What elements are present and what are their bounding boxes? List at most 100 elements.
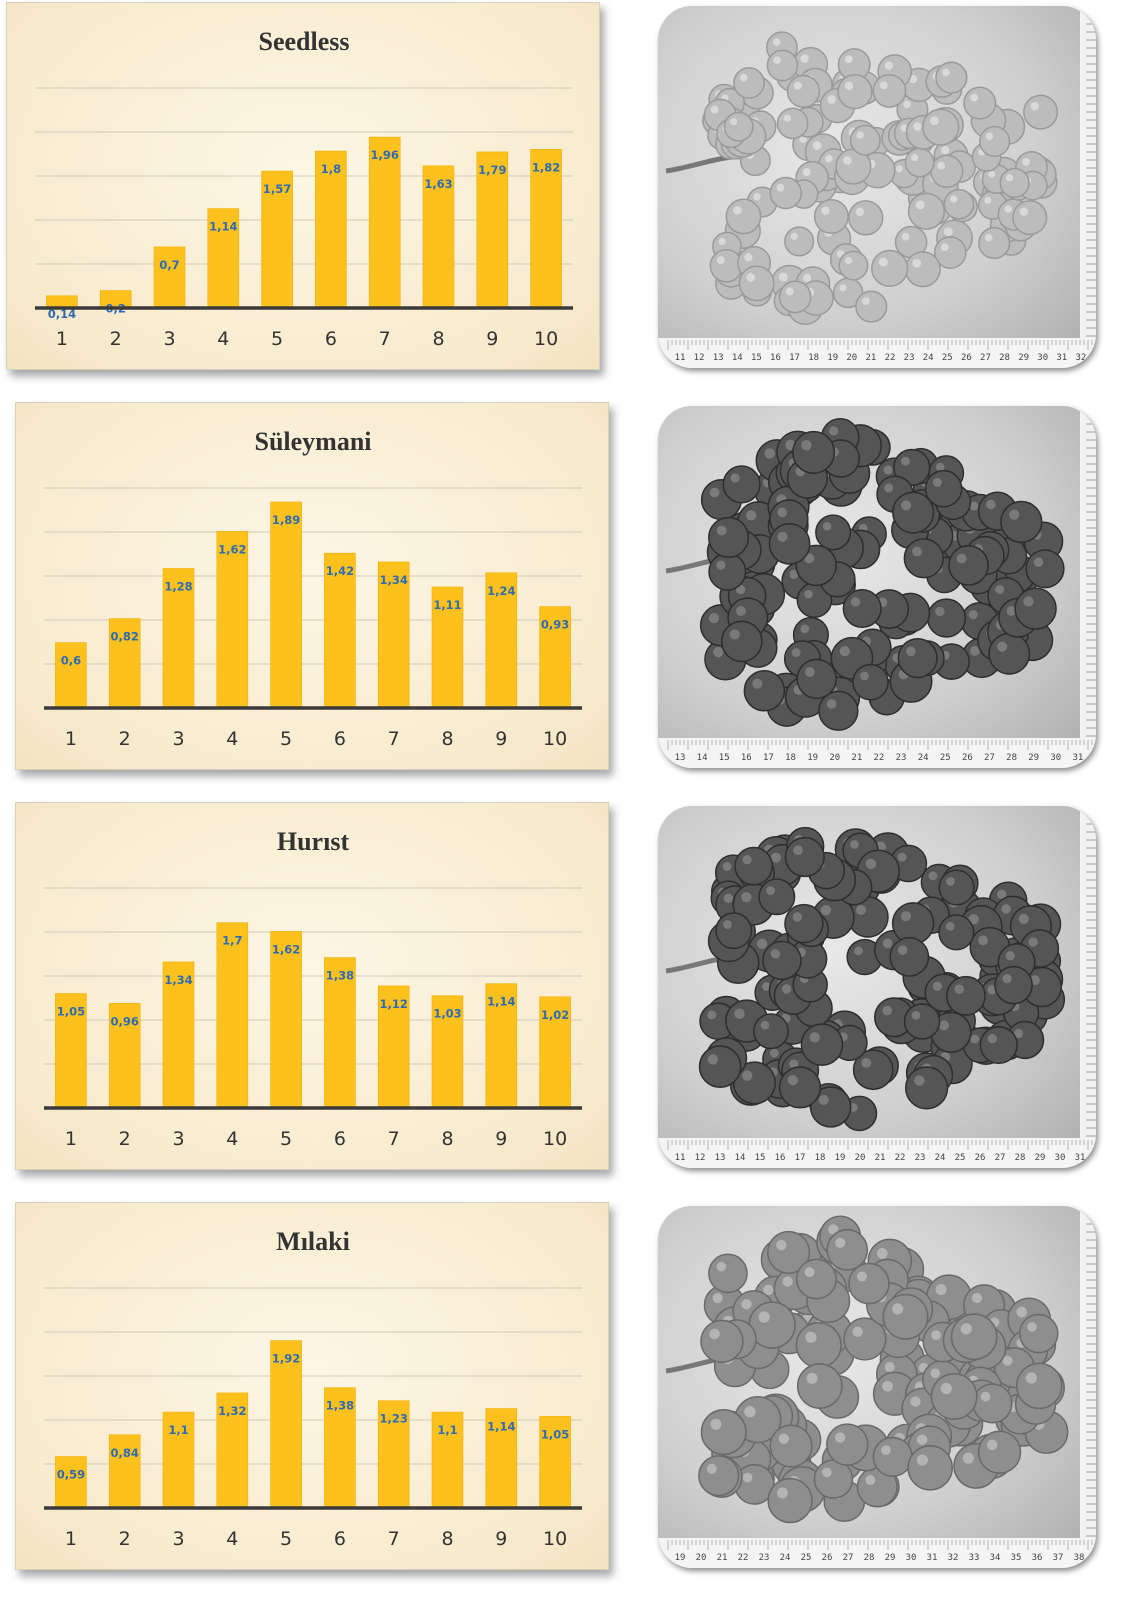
grape-berry bbox=[848, 200, 884, 236]
data-label: 1,62 bbox=[218, 542, 246, 556]
grape-berry bbox=[903, 1003, 941, 1040]
berry-highlight bbox=[709, 1328, 720, 1340]
bar-9 bbox=[485, 1408, 518, 1509]
berry-highlight bbox=[897, 852, 907, 862]
berry-highlight bbox=[801, 439, 812, 451]
berry-highlight bbox=[707, 1010, 717, 1020]
x-tick-label: 2 bbox=[110, 328, 122, 350]
ruler-number: 16 bbox=[741, 753, 752, 763]
berry-highlight bbox=[865, 1475, 876, 1485]
bottom-ruler bbox=[658, 338, 1096, 368]
bar-8 bbox=[431, 586, 464, 709]
berry-highlight bbox=[960, 1323, 972, 1335]
grape-berry bbox=[733, 67, 765, 99]
ruler-number: 23 bbox=[759, 1553, 770, 1563]
x-tick-label: 3 bbox=[172, 728, 184, 750]
berry-highlight bbox=[802, 273, 812, 283]
grape-berry bbox=[768, 523, 811, 565]
berry-highlight bbox=[935, 606, 945, 617]
grape-berry bbox=[700, 1409, 747, 1456]
grape-berry bbox=[796, 1363, 843, 1409]
chart-title: Hurıst bbox=[277, 827, 350, 856]
berry-highlight bbox=[852, 1326, 863, 1337]
grape-cluster bbox=[702, 31, 1059, 326]
berry-highlight bbox=[716, 1261, 727, 1272]
berry-highlight bbox=[839, 645, 850, 657]
grape-berry bbox=[715, 912, 753, 950]
berry-highlight bbox=[970, 1034, 980, 1044]
berry-highlight bbox=[804, 553, 815, 564]
grape-berry bbox=[813, 199, 849, 235]
berry-highlight bbox=[758, 1311, 770, 1323]
x-tick-label: 3 bbox=[172, 1528, 184, 1550]
grape-berry bbox=[948, 544, 989, 586]
berry-highlight bbox=[805, 1331, 817, 1343]
berry-highlight bbox=[707, 1054, 719, 1065]
berry-highlight bbox=[827, 95, 836, 104]
berry-highlight bbox=[882, 938, 893, 949]
berry-highlight bbox=[800, 54, 809, 63]
berry-highlight bbox=[722, 862, 732, 871]
berry-highlight bbox=[1006, 606, 1017, 616]
bar-7 bbox=[377, 985, 410, 1109]
berry-highlight bbox=[723, 893, 734, 904]
berry-highlight bbox=[778, 1433, 789, 1444]
grape-berry bbox=[784, 836, 825, 878]
berry-highlight bbox=[1006, 174, 1014, 182]
bar-1 bbox=[55, 642, 87, 709]
berry-highlight bbox=[911, 1010, 921, 1020]
data-label: 1,92 bbox=[272, 1352, 300, 1366]
ruler-number: 11 bbox=[675, 353, 686, 363]
bottom-ruler bbox=[658, 1138, 1096, 1168]
berry-highlight bbox=[741, 892, 752, 903]
berry-highlight bbox=[969, 501, 979, 511]
ruler-number: 26 bbox=[975, 1153, 986, 1163]
berry-highlight bbox=[825, 154, 833, 163]
data-label: 1,7 bbox=[222, 934, 242, 948]
grape-berry bbox=[720, 620, 763, 663]
grape-berry bbox=[1014, 587, 1057, 630]
ruler-number: 27 bbox=[995, 1153, 1006, 1163]
grape-cluster bbox=[698, 1215, 1069, 1524]
data-label: 1,32 bbox=[218, 1404, 246, 1418]
berry-highlight bbox=[912, 546, 922, 557]
ruler-number: 20 bbox=[855, 1153, 866, 1163]
grape-berry bbox=[766, 49, 799, 82]
grape-berry bbox=[795, 1258, 837, 1300]
ruler-number: 27 bbox=[843, 1553, 854, 1563]
berry-highlight bbox=[791, 648, 801, 658]
grape-illustration: 11 12 13 14 15 16 17 18 19 20 21 22 23 24 25 26 27 28 29 30… bbox=[658, 6, 1096, 368]
grape-berry bbox=[903, 538, 944, 579]
berry-highlight bbox=[906, 646, 916, 657]
berry-highlight bbox=[986, 1439, 998, 1451]
bar-2 bbox=[108, 1003, 141, 1109]
berry-highlight bbox=[900, 911, 912, 922]
berry-highlight bbox=[881, 1445, 891, 1455]
berry-highlight bbox=[916, 1434, 928, 1445]
berry-highlight bbox=[892, 1303, 904, 1315]
grape-berry bbox=[800, 1023, 844, 1066]
berry-highlight bbox=[835, 1237, 846, 1248]
data-label: 1,38 bbox=[326, 969, 354, 983]
berry-highlight bbox=[712, 1293, 723, 1304]
ruler-number: 22 bbox=[738, 1553, 749, 1563]
ruler-number: 38 bbox=[1074, 1553, 1085, 1563]
bar-8 bbox=[431, 995, 464, 1109]
bar-9 bbox=[485, 983, 518, 1109]
grape-berry bbox=[945, 975, 986, 1016]
data-label: 1,02 bbox=[541, 1008, 569, 1022]
berry-highlight bbox=[932, 477, 942, 487]
berry-highlight bbox=[916, 1454, 928, 1466]
chart-panel-seedless: Seedless0,1410,220,731,1441,5751,861,967… bbox=[6, 2, 600, 370]
berry-highlight bbox=[856, 1271, 867, 1282]
grape-berry bbox=[725, 198, 762, 235]
grape-berry bbox=[848, 1262, 890, 1305]
berry-highlight bbox=[883, 465, 893, 475]
berry-highlight bbox=[772, 38, 781, 46]
berry-highlight bbox=[854, 946, 863, 956]
ruler-number: 12 bbox=[694, 353, 705, 363]
berry-highlight bbox=[911, 154, 919, 162]
bar-5 bbox=[270, 501, 302, 709]
berry-highlight bbox=[718, 237, 726, 246]
x-tick-label: 5 bbox=[280, 1128, 292, 1150]
